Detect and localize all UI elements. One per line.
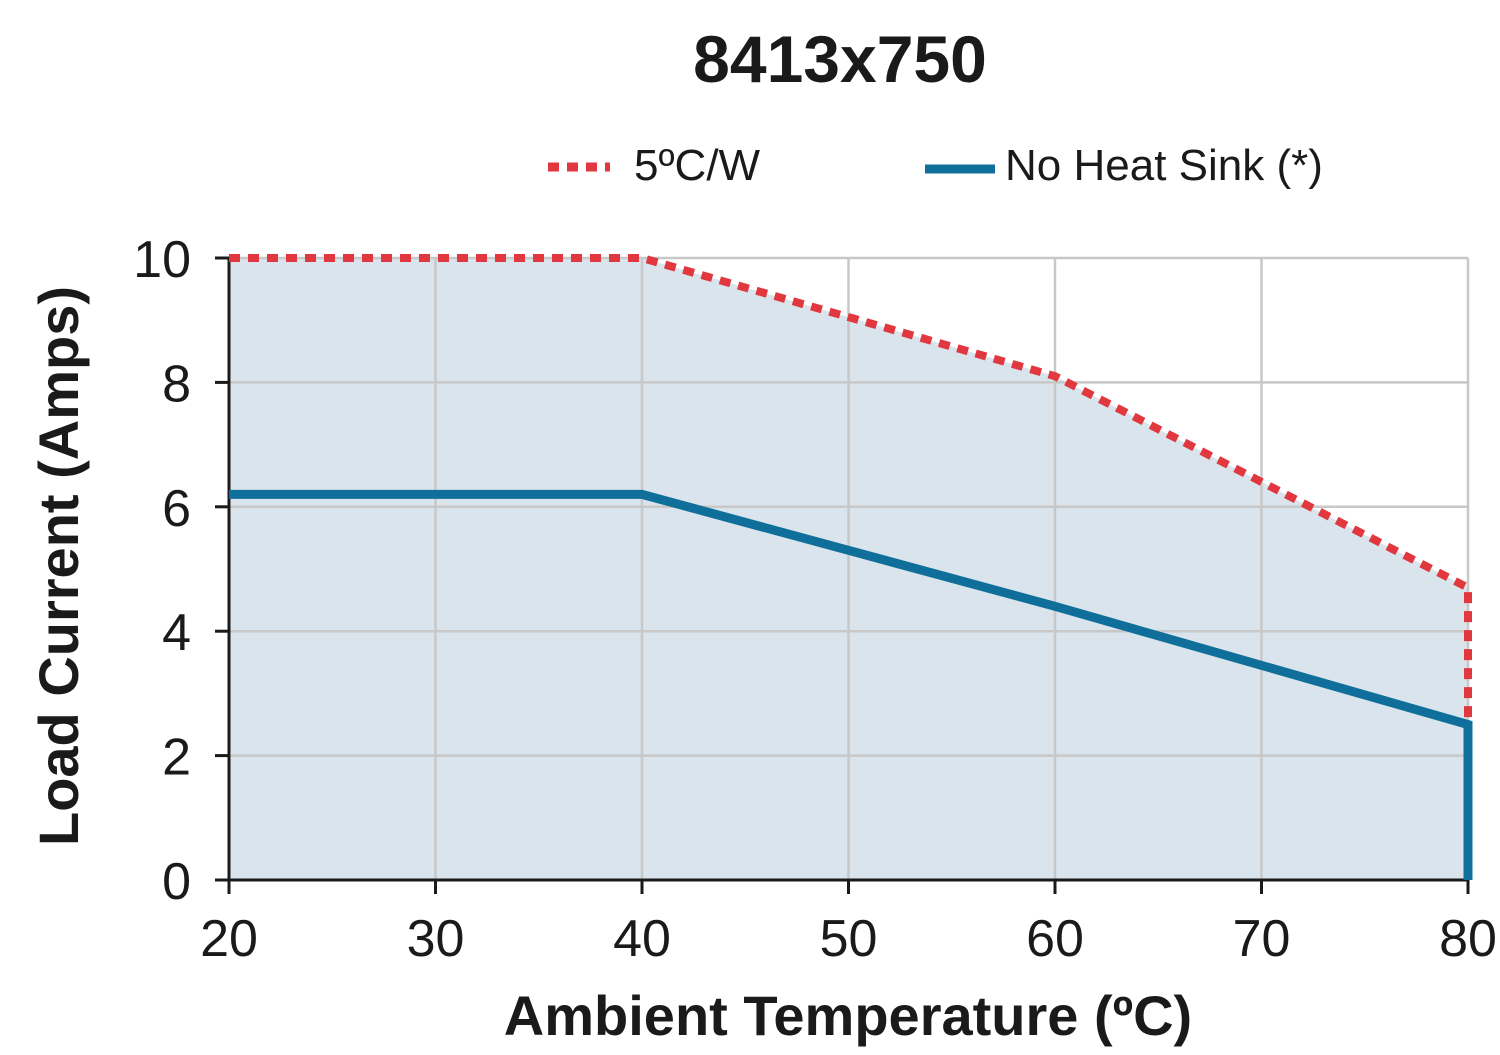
legend-label-5cw: 5ºC/W bbox=[634, 141, 761, 190]
y-tick-label-2: 2 bbox=[162, 729, 191, 787]
series-line-no-heat-sink bbox=[229, 489, 1473, 880]
legend-label-no-heat-sink: No Heat Sink (*) bbox=[1005, 141, 1323, 190]
y-tick-labels: 0 2 4 6 8 10 bbox=[133, 231, 191, 911]
y-axis-title: Load Current (Amps) bbox=[27, 286, 90, 846]
y-tick-label-6: 6 bbox=[162, 480, 191, 538]
axes bbox=[215, 256, 1470, 894]
series-group bbox=[229, 254, 1473, 880]
x-tick-labels: 20 30 40 50 60 70 80 bbox=[200, 910, 1497, 968]
series-line-5cw bbox=[229, 254, 1472, 725]
legend: 5ºC/W No Heat Sink (*) bbox=[548, 141, 1323, 190]
x-tick-label-30: 30 bbox=[407, 910, 465, 968]
chart-title: 8413x750 bbox=[693, 22, 987, 96]
x-tick-label-60: 60 bbox=[1026, 910, 1084, 968]
y-tick-label-0: 0 bbox=[162, 853, 191, 911]
y-tick-label-4: 4 bbox=[162, 604, 191, 662]
x-axis-title: Ambient Temperature (ºC) bbox=[504, 984, 1192, 1047]
y-tick-label-10: 10 bbox=[133, 231, 191, 289]
x-tick-label-70: 70 bbox=[1233, 910, 1291, 968]
x-tick-label-40: 40 bbox=[613, 910, 671, 968]
y-tick-label-8: 8 bbox=[162, 355, 191, 413]
x-tick-label-20: 20 bbox=[200, 910, 258, 968]
x-tick-label-80: 80 bbox=[1439, 910, 1497, 968]
x-tick-label-50: 50 bbox=[820, 910, 878, 968]
